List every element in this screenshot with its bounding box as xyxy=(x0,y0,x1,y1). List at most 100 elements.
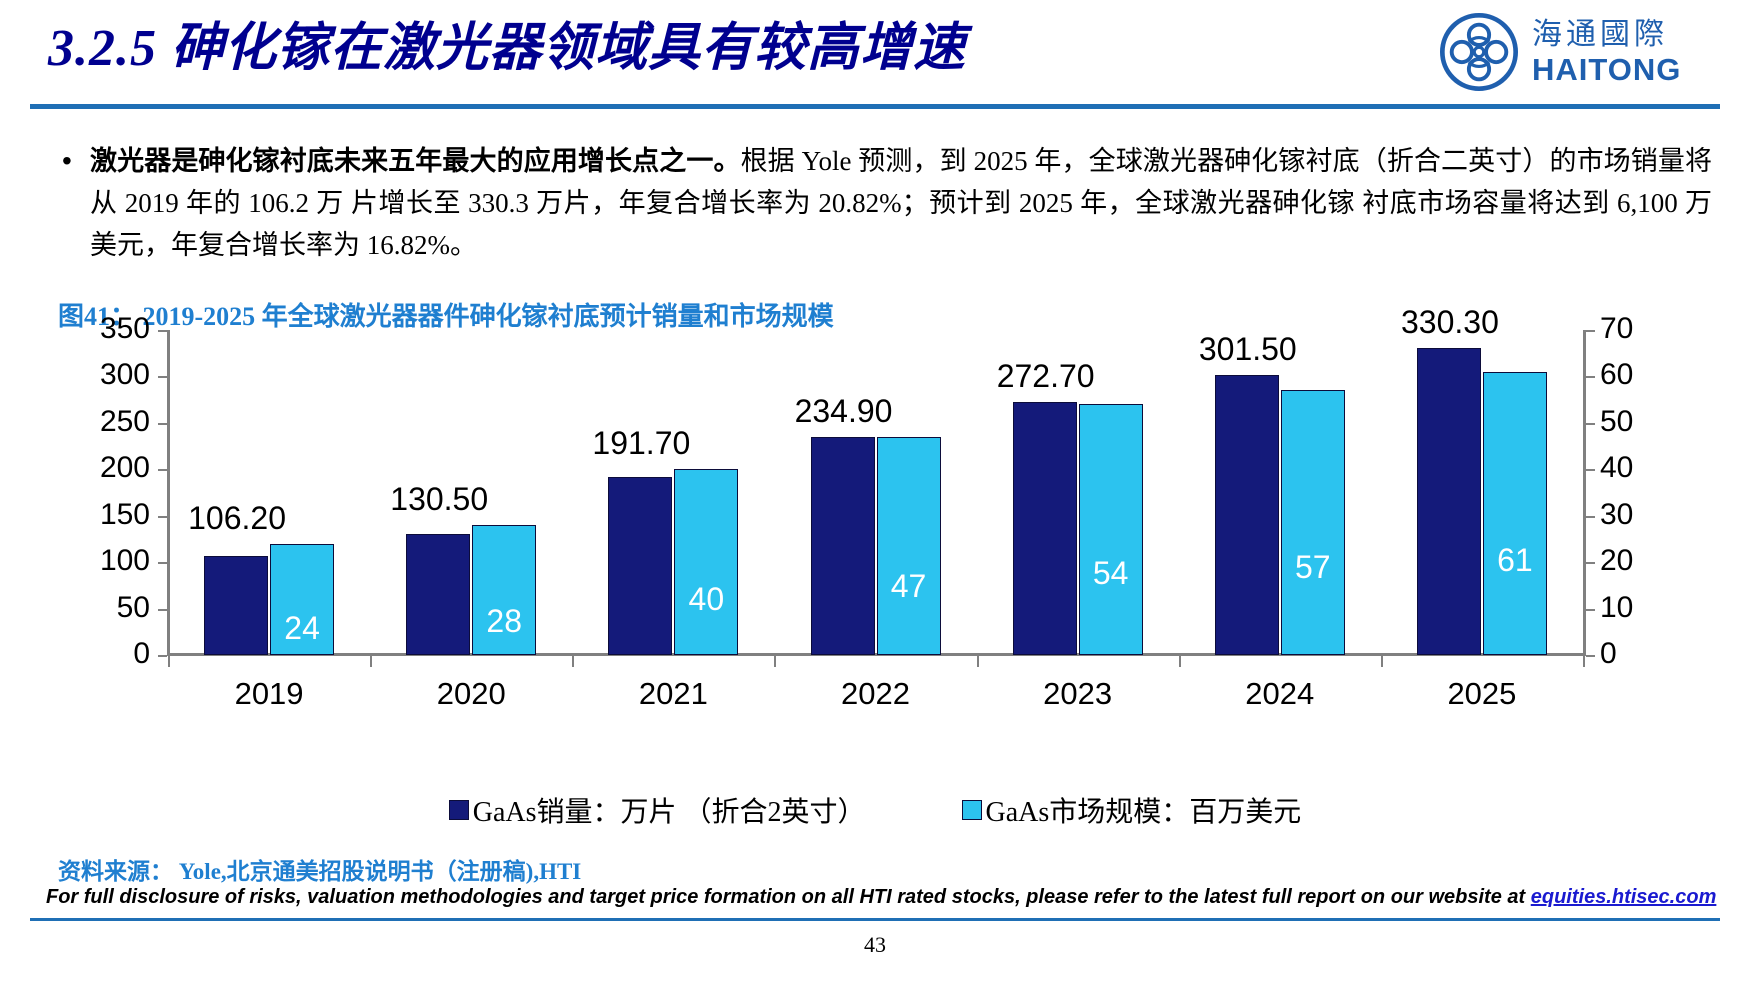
logo-text-cn: 海通國際 xyxy=(1532,17,1668,51)
x-axis-tick xyxy=(774,656,777,667)
bullet-paragraph: 激光器是砷化镓衬底未来五年最大的应用增长点之一。根据 Yole 预测，到 202… xyxy=(90,140,1712,266)
bar-value-label-market: 28 xyxy=(486,603,522,639)
slide-header: 3.2.5 砷化镓在激光器领域具有较高增速 海通國際 HAITONG xyxy=(0,0,1750,104)
bar-market xyxy=(674,469,739,655)
page-title: 3.2.5 砷化镓在激光器领域具有较高增速 xyxy=(48,20,967,77)
y-axis-right-tick-label: 40 xyxy=(1600,451,1634,485)
y-axis-right-tick xyxy=(1586,376,1595,379)
footer-divider xyxy=(30,918,1720,921)
bar-value-label-sales: 330.30 xyxy=(1400,304,1499,341)
bullet-rest-text: 根据 Yole 预测，到 2025 年，全球激光器砷化镓衬底（折合二英寸）的市场… xyxy=(90,146,1713,260)
legend-item-market: GaAs市场规模：百万美元 xyxy=(961,790,1301,830)
legend-swatch-icon xyxy=(448,800,469,820)
x-axis-label: 2024 xyxy=(1245,676,1315,711)
figure-title: 图41： 2019-2025 年全球激光器器件砷化镓衬底预计销量和市场规模 xyxy=(58,302,834,331)
y-axis-left-tick-label: 250 xyxy=(99,404,150,438)
y-axis-left-tick-label: 100 xyxy=(99,544,150,578)
disclaimer-link[interactable]: equities.htisec.com xyxy=(1530,886,1717,908)
x-axis-label: 2025 xyxy=(1447,676,1517,711)
disclaimer-body: For full disclosure of risks, valuation … xyxy=(46,886,1531,908)
y-axis-right-tick-label: 50 xyxy=(1600,404,1634,438)
x-axis-label: 2019 xyxy=(234,676,304,711)
y-axis-left-tick-label: 150 xyxy=(99,497,150,531)
y-axis-left-tick xyxy=(158,330,167,332)
chart-left-axis xyxy=(167,330,170,656)
x-axis-tick xyxy=(976,656,979,667)
y-axis-right-tick-label: 10 xyxy=(1600,590,1634,624)
y-axis-right-tick xyxy=(1586,330,1595,332)
header-divider xyxy=(30,104,1720,109)
bar-sales xyxy=(406,533,471,655)
bullet-marker-icon: • xyxy=(62,145,72,176)
y-axis-left-tick-label: 200 xyxy=(99,451,150,485)
chart-right-axis xyxy=(1583,330,1586,656)
y-axis-right-tick-label: 70 xyxy=(1600,312,1634,345)
x-axis-tick xyxy=(1583,656,1585,667)
bar-sales xyxy=(810,436,875,655)
bar-value-label-sales: 234.90 xyxy=(794,392,893,429)
y-axis-right-tick xyxy=(1586,422,1595,425)
y-axis-left-tick xyxy=(158,515,167,518)
y-axis-right-tick-label: 30 xyxy=(1600,497,1634,531)
y-axis-left-tick xyxy=(158,655,167,657)
x-axis-tick xyxy=(1380,656,1383,667)
source-note: 资料来源： Yole,北京通美招股说明书（注册稿),HTI xyxy=(58,859,582,884)
y-axis-left-tick xyxy=(158,562,167,565)
y-axis-left-tick-label: 0 xyxy=(133,637,150,670)
body-content: • 激光器是砷化镓衬底未来五年最大的应用增长点之一。根据 Yole 预测，到 2… xyxy=(62,140,1712,266)
bar-sales xyxy=(1214,375,1279,655)
bullet-item: • 激光器是砷化镓衬底未来五年最大的应用增长点之一。根据 Yole 预测，到 2… xyxy=(62,140,1712,266)
y-axis-left-tick xyxy=(158,422,167,425)
legend-label-sales: GaAs销量：万片 （折合2英寸） xyxy=(472,797,866,828)
bar-market xyxy=(270,543,335,655)
x-axis-tick xyxy=(572,656,575,667)
bar-value-label-market: 54 xyxy=(1092,554,1129,591)
bar-value-label-sales: 106.20 xyxy=(188,499,286,536)
haitong-emblem-icon xyxy=(1440,13,1518,91)
bar-value-label-sales: 191.70 xyxy=(592,425,691,462)
y-axis-right-tick xyxy=(1586,515,1595,518)
y-axis-left-tick-label: 300 xyxy=(99,358,150,392)
bar-value-label-sales: 130.50 xyxy=(390,481,489,517)
y-axis-left-tick xyxy=(158,376,167,379)
bar-sales xyxy=(204,556,269,655)
y-axis-right-tick-label: 60 xyxy=(1600,358,1634,392)
x-axis-tick xyxy=(370,656,373,667)
legend-swatch-icon xyxy=(961,800,982,820)
bar-sales xyxy=(1416,348,1481,655)
page-number: 43 xyxy=(864,932,886,957)
y-axis-right-tick-label: 20 xyxy=(1600,544,1634,578)
bullet-lead-text: 激光器是砷化镓衬底未来五年最大的应用增长点之一。 xyxy=(90,146,741,176)
y-axis-left-tick xyxy=(158,608,167,611)
bar-market xyxy=(876,436,941,655)
disclaimer-text: For full disclosure of risks, valuation … xyxy=(46,886,1716,909)
bar-value-label-market: 40 xyxy=(688,580,725,617)
bar-sales xyxy=(1012,401,1077,655)
bar-value-label-market: 61 xyxy=(1497,541,1533,578)
x-axis-label: 2020 xyxy=(436,676,506,711)
x-axis-tick xyxy=(168,656,170,667)
bar-market xyxy=(1078,404,1143,655)
y-axis-right-tick xyxy=(1586,655,1595,657)
bar-market xyxy=(472,525,537,655)
legend-item-sales: GaAs销量：万片 （折合2英寸） xyxy=(448,790,866,830)
x-axis-label: 2023 xyxy=(1043,676,1113,711)
y-axis-right-tick xyxy=(1586,608,1595,611)
bar-market xyxy=(1280,390,1345,655)
x-axis-label: 2021 xyxy=(638,676,708,711)
y-axis-right-tick xyxy=(1586,469,1595,472)
bar-value-label-sales: 272.70 xyxy=(996,357,1095,394)
chart-legend: GaAs销量：万片 （折合2英寸） GaAs市场规模：百万美元 xyxy=(60,790,1690,830)
haitong-logo: 海通國際 HAITONG xyxy=(1440,12,1740,92)
y-axis-right-tick xyxy=(1586,562,1595,565)
logo-text-en: HAITONG xyxy=(1532,51,1682,87)
y-axis-left-tick-label: 350 xyxy=(99,312,150,345)
x-axis-label: 2022 xyxy=(841,676,910,711)
bar-chart: 350 300 250 200 150 100 50 0 70 60 50 40 30 20 10 0 106.… xyxy=(60,304,1690,830)
bar-value-label-market: 24 xyxy=(284,610,320,647)
bar-market xyxy=(1482,371,1547,655)
bar-sales xyxy=(608,476,673,655)
x-axis-tick xyxy=(1178,656,1181,667)
y-axis-left-tick xyxy=(158,469,167,472)
bar-value-label-market: 47 xyxy=(890,567,927,604)
